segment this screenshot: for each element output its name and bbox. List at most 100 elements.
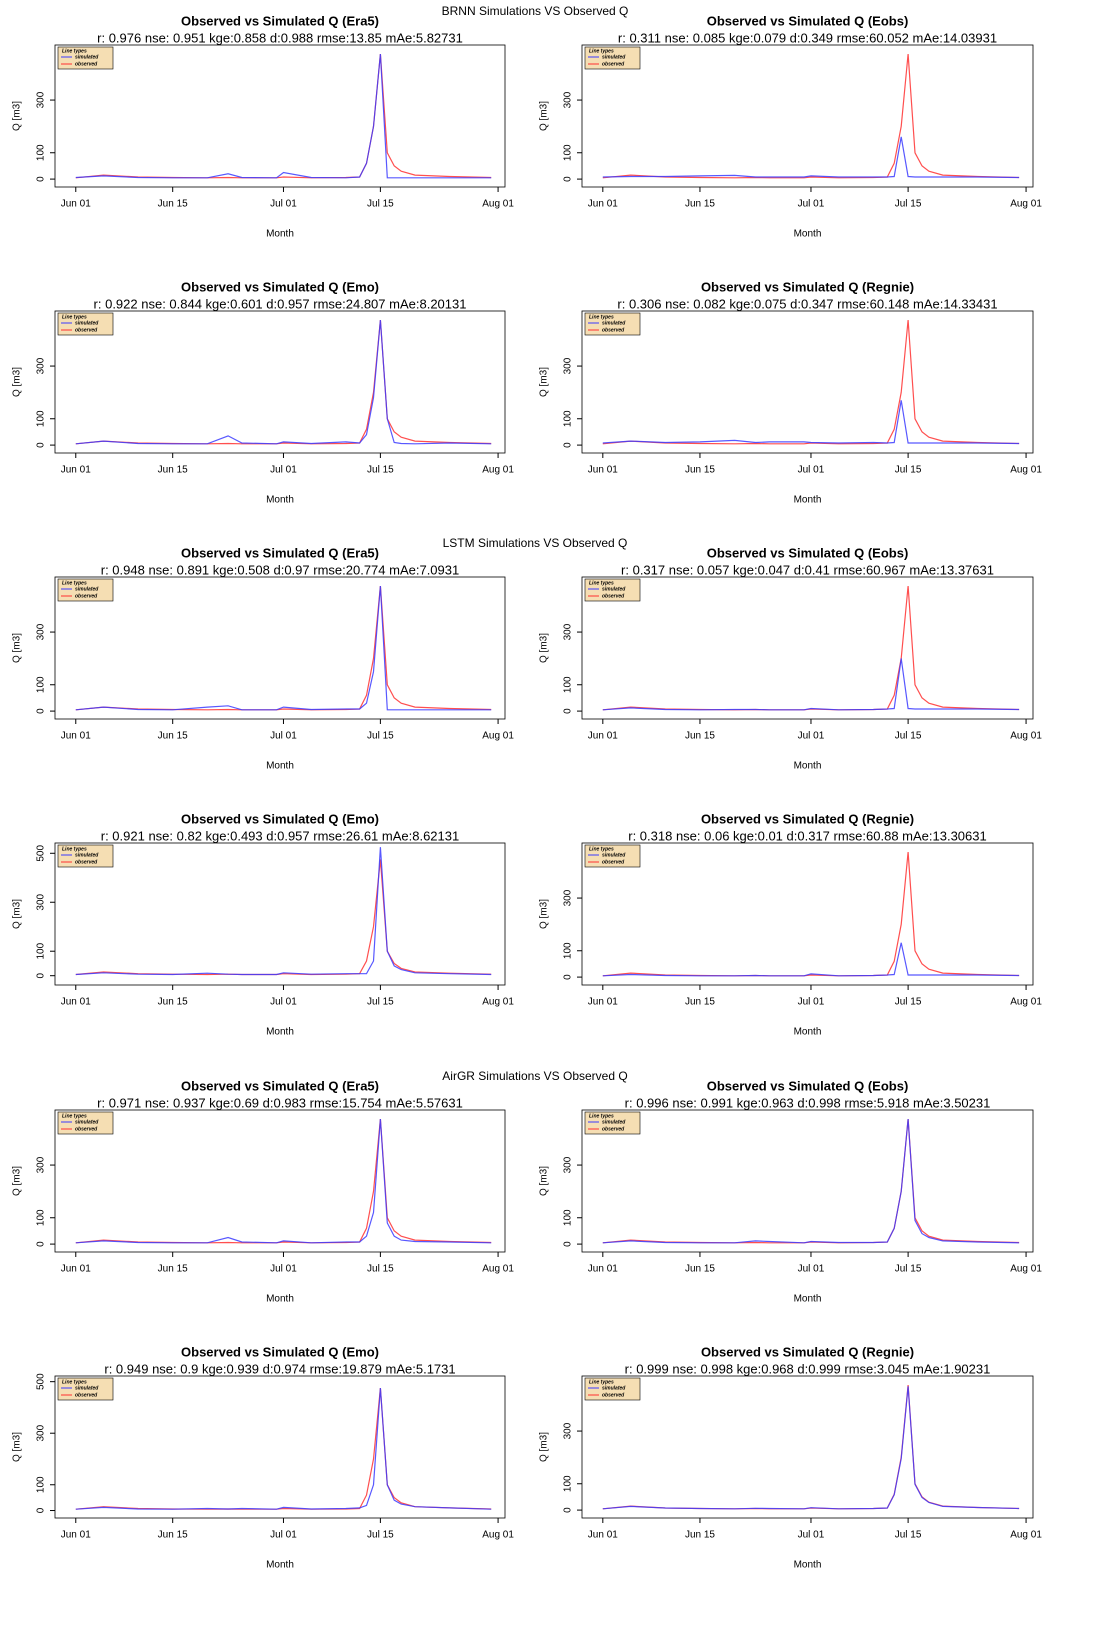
y-axis-label: Q [m3] xyxy=(12,1432,23,1462)
plot-frame xyxy=(581,576,1034,720)
x-axis-label: Month xyxy=(266,1294,294,1305)
x-axis-label: Month xyxy=(794,229,822,240)
x-axis-label: Month xyxy=(266,1560,294,1571)
section-heading: AirGR Simulations VS Observed Q xyxy=(442,1069,627,1083)
legend-label: simulated xyxy=(75,586,99,592)
y-tick-label: 100 xyxy=(36,942,47,959)
y-axis-label: Q [m3] xyxy=(539,367,550,397)
chart-title: Observed vs Simulated Q (Eobs) xyxy=(707,13,909,28)
series-line xyxy=(75,847,492,976)
x-tick-label: Jun 15 xyxy=(685,731,715,742)
y-axis-label: Q [m3] xyxy=(539,899,550,929)
chart: Observed vs Simulated Q (Eobs) r: 0.317 n… xyxy=(539,545,1043,771)
chart: Observed vs Simulated Q (Era5) r: 0.976 n… xyxy=(12,13,515,239)
x-tick-label: Jul 01 xyxy=(798,465,825,476)
series-line xyxy=(602,1118,1020,1244)
chart-subtitle: r: 0.311 nse: 0.085 kge:0.079 d:0.349 rm… xyxy=(618,30,997,45)
plot-frame xyxy=(54,44,506,188)
y-axis-label: Q [m3] xyxy=(539,101,550,131)
x-tick-label: Aug 01 xyxy=(1010,1530,1042,1541)
series-line xyxy=(602,658,1020,711)
x-tick-label: Jun 15 xyxy=(685,997,715,1008)
legend-label: observed xyxy=(602,61,625,67)
chart-title: Observed vs Simulated Q (Era5) xyxy=(181,13,379,28)
y-tick-label: 0 xyxy=(36,442,47,448)
y-tick-label: 100 xyxy=(36,676,47,693)
x-axis-label: Month xyxy=(266,1027,294,1038)
plot-frame xyxy=(581,1109,1034,1253)
legend-label: simulated xyxy=(75,54,99,60)
series-line xyxy=(602,319,1020,445)
y-tick-label: 0 xyxy=(36,708,47,714)
y-tick-label: 100 xyxy=(563,942,574,959)
y-tick-label: 0 xyxy=(563,708,574,714)
legend-label: simulated xyxy=(602,1385,626,1391)
y-tick-label: 500 xyxy=(36,1373,47,1390)
x-tick-label: Jun 15 xyxy=(158,199,188,210)
x-tick-label: Jul 01 xyxy=(270,199,297,210)
legend-title: Line types xyxy=(62,1379,87,1385)
x-tick-label: Aug 01 xyxy=(1010,199,1042,210)
y-tick-label: 500 xyxy=(36,845,47,862)
chart-subtitle: r: 0.318 nse: 0.06 kge:0.01 d:0.317 rmse… xyxy=(628,828,986,843)
series-line xyxy=(75,53,492,179)
y-tick-label: 0 xyxy=(36,1241,47,1247)
legend-label: simulated xyxy=(602,586,626,592)
y-axis-label: Q [m3] xyxy=(539,633,550,663)
y-tick-label: 100 xyxy=(563,1475,574,1492)
series-line xyxy=(602,1384,1020,1510)
x-axis-label: Month xyxy=(794,495,822,506)
x-tick-label: Jul 15 xyxy=(895,997,922,1008)
x-tick-label: Aug 01 xyxy=(1010,1264,1042,1275)
x-tick-label: Aug 01 xyxy=(482,199,514,210)
series-line xyxy=(602,585,1020,711)
series-line xyxy=(602,53,1020,179)
x-tick-label: Jun 01 xyxy=(588,731,618,742)
legend-title: Line types xyxy=(62,1113,87,1119)
y-tick-label: 0 xyxy=(563,176,574,182)
legend-label: observed xyxy=(75,327,98,333)
legend-label: observed xyxy=(602,593,625,599)
legend-label: observed xyxy=(75,1126,98,1132)
series-line xyxy=(602,942,1020,977)
y-tick-label: 300 xyxy=(36,91,47,108)
y-tick-label: 0 xyxy=(36,972,47,978)
chart-subtitle: r: 0.306 nse: 0.082 kge:0.075 d:0.347 rm… xyxy=(617,296,997,311)
series-line xyxy=(75,53,492,179)
x-tick-label: Jul 01 xyxy=(270,997,297,1008)
x-tick-label: Jun 01 xyxy=(61,997,91,1008)
chart-title: Observed vs Simulated Q (Emo) xyxy=(181,811,379,826)
chart: Observed vs Simulated Q (Eobs) r: 0.996 n… xyxy=(539,1078,1043,1304)
series-line xyxy=(75,319,492,445)
y-axis-label: Q [m3] xyxy=(12,101,23,131)
legend-label: simulated xyxy=(75,320,99,326)
section-heading: BRNN Simulations VS Observed Q xyxy=(442,4,629,18)
chart-subtitle: r: 0.317 nse: 0.057 kge:0.047 d:0.41 rms… xyxy=(621,562,994,577)
legend-title: Line types xyxy=(589,1379,614,1385)
chart-subtitle: r: 0.921 nse: 0.82 kge:0.493 d:0.957 rms… xyxy=(101,828,459,843)
legend-label: observed xyxy=(602,859,625,865)
y-axis-label: Q [m3] xyxy=(12,633,23,663)
x-tick-label: Jul 15 xyxy=(367,1530,394,1541)
legend-title: Line types xyxy=(62,846,87,852)
y-tick-label: 100 xyxy=(563,410,574,427)
y-tick-label: 300 xyxy=(563,357,574,374)
legend-label: observed xyxy=(75,61,98,67)
series-line xyxy=(75,859,492,976)
x-tick-label: Aug 01 xyxy=(482,997,514,1008)
x-tick-label: Jun 01 xyxy=(588,1530,618,1541)
chart-title: Observed vs Simulated Q (Era5) xyxy=(181,545,379,560)
x-tick-label: Aug 01 xyxy=(1010,997,1042,1008)
y-tick-label: 100 xyxy=(36,1476,47,1493)
y-tick-label: 300 xyxy=(36,893,47,910)
chart-title: Observed vs Simulated Q (Eobs) xyxy=(707,545,909,560)
x-tick-label: Jun 01 xyxy=(61,1530,91,1541)
y-tick-label: 300 xyxy=(563,623,574,640)
series-line xyxy=(75,1388,492,1510)
plot-frame xyxy=(581,842,1034,986)
legend-label: observed xyxy=(75,593,98,599)
y-tick-label: 300 xyxy=(563,1422,574,1439)
plot-frame xyxy=(581,1375,1034,1519)
legend-label: observed xyxy=(602,1392,625,1398)
y-tick-label: 300 xyxy=(563,91,574,108)
